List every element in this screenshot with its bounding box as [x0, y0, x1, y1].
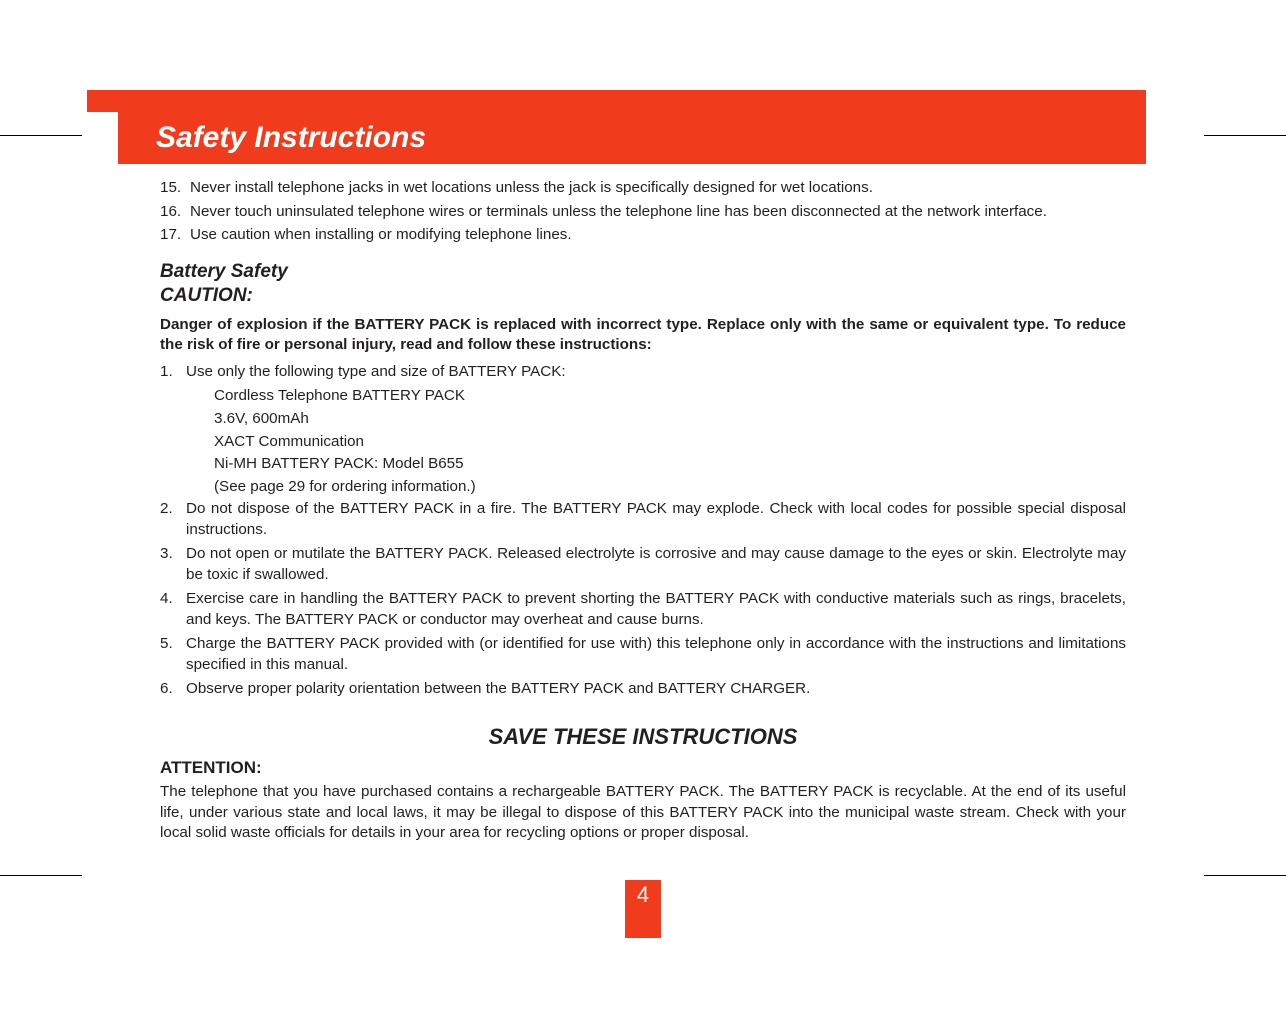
item-text: Do not open or mutilate the BATTERY PACK…: [186, 544, 1126, 585]
attention-label: ATTENTION:: [160, 757, 1126, 780]
crop-mark: [1204, 135, 1286, 136]
list-item: 15. Never install telephone jacks in wet…: [160, 178, 1126, 199]
heading-line: Battery Safety: [160, 260, 1126, 285]
item-number: 15.: [160, 178, 190, 199]
item-number: 6.: [160, 679, 186, 700]
header-band: [87, 90, 1146, 112]
warning-paragraph: Danger of explosion if the BATTERY PACK …: [160, 315, 1126, 356]
item-number: 4.: [160, 589, 186, 630]
sub-item: 3.6V, 600mAh: [160, 409, 1126, 430]
title-band: Safety Instructions: [118, 112, 1146, 164]
item-text: Use caution when installing or modifying…: [190, 225, 1126, 246]
crop-mark: [0, 135, 82, 136]
item-number: 2.: [160, 499, 186, 540]
list-item: 4. Exercise care in handling the BATTERY…: [160, 589, 1126, 630]
item-text: Observe proper polarity orientation betw…: [186, 679, 1126, 700]
top-numbered-list: 15. Never install telephone jacks in wet…: [160, 178, 1126, 246]
sub-item: (See page 29 for ordering information.): [160, 477, 1126, 498]
heading-line: CAUTION:: [160, 284, 1126, 309]
item-number: 5.: [160, 634, 186, 675]
crop-mark: [0, 875, 82, 876]
item-number: 16.: [160, 202, 190, 223]
crop-mark: [1204, 875, 1286, 876]
battery-safety-heading: Battery Safety CAUTION:: [160, 260, 1126, 309]
content-area: 15. Never install telephone jacks in wet…: [160, 178, 1126, 844]
item-number: 3.: [160, 544, 186, 585]
list-item: 17. Use caution when installing or modif…: [160, 225, 1126, 246]
sub-items: Cordless Telephone BATTERY PACK 3.6V, 60…: [160, 386, 1126, 497]
item-number: 17.: [160, 225, 190, 246]
list-item: 5. Charge the BATTERY PACK provided with…: [160, 634, 1126, 675]
list-item: 6. Observe proper polarity orientation b…: [160, 679, 1126, 700]
list-item: 3. Do not open or mutilate the BATTERY P…: [160, 544, 1126, 585]
list-item: 1. Use only the following type and size …: [160, 362, 1126, 383]
item-text: Never touch uninsulated telephone wires …: [190, 202, 1126, 223]
page-number: 4: [625, 880, 661, 938]
sub-item: Cordless Telephone BATTERY PACK: [160, 386, 1126, 407]
item-text: Use only the following type and size of …: [186, 362, 1126, 383]
battery-numbered-list: 1. Use only the following type and size …: [160, 362, 1126, 700]
sub-item: Ni-MH BATTERY PACK: Model B655: [160, 454, 1126, 475]
item-text: Do not dispose of the BATTERY PACK in a …: [186, 499, 1126, 540]
item-text: Never install telephone jacks in wet loc…: [190, 178, 1126, 199]
page-title: Safety Instructions: [156, 121, 426, 155]
item-number: 1.: [160, 362, 186, 383]
save-instructions-heading: SAVE THESE INSTRUCTIONS: [160, 722, 1126, 752]
attention-paragraph: The telephone that you have purchased co…: [160, 782, 1126, 844]
list-item: 2. Do not dispose of the BATTERY PACK in…: [160, 499, 1126, 540]
list-item: 16. Never touch uninsulated telephone wi…: [160, 202, 1126, 223]
item-text: Exercise care in handling the BATTERY PA…: [186, 589, 1126, 630]
sub-item: XACT Communication: [160, 432, 1126, 453]
item-text: Charge the BATTERY PACK provided with (o…: [186, 634, 1126, 675]
